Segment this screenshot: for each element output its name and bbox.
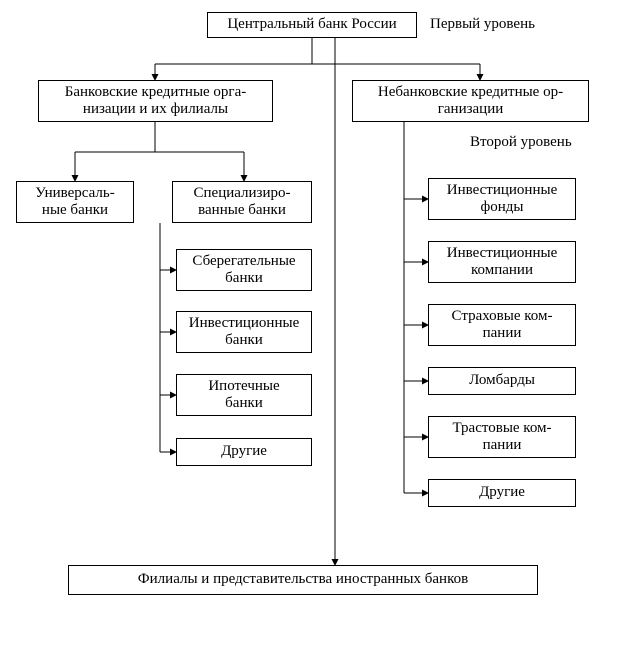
node-inv_f: Инвестиционные фонды <box>428 178 576 220</box>
node-lomb: Ломбарды <box>428 367 576 395</box>
node-inv_b: Инвестиционные банки <box>176 311 312 353</box>
node-univ: Универсаль- ные банки <box>16 181 134 223</box>
node-top: Центральный банк России <box>207 12 417 38</box>
node-ipot: Ипотечные банки <box>176 374 312 416</box>
node-trast: Трастовые ком- пании <box>428 416 576 458</box>
node-strah: Страховые ком- пании <box>428 304 576 346</box>
node-right: Небанковские кредитные ор- ганизации <box>352 80 589 122</box>
node-other_r: Другие <box>428 479 576 507</box>
node-left: Банковские кредитные орга- низации и их … <box>38 80 273 122</box>
node-spec: Специализиро- ванные банки <box>172 181 312 223</box>
node-inv_c: Инвестиционные компании <box>428 241 576 283</box>
node-other_l: Другие <box>176 438 312 466</box>
node-level1: Первый уровень <box>430 16 590 33</box>
node-sber: Сберегательные банки <box>176 249 312 291</box>
node-bottom: Филиалы и представительства иностранных … <box>68 565 538 595</box>
node-level2: Второй уровень <box>470 134 619 151</box>
